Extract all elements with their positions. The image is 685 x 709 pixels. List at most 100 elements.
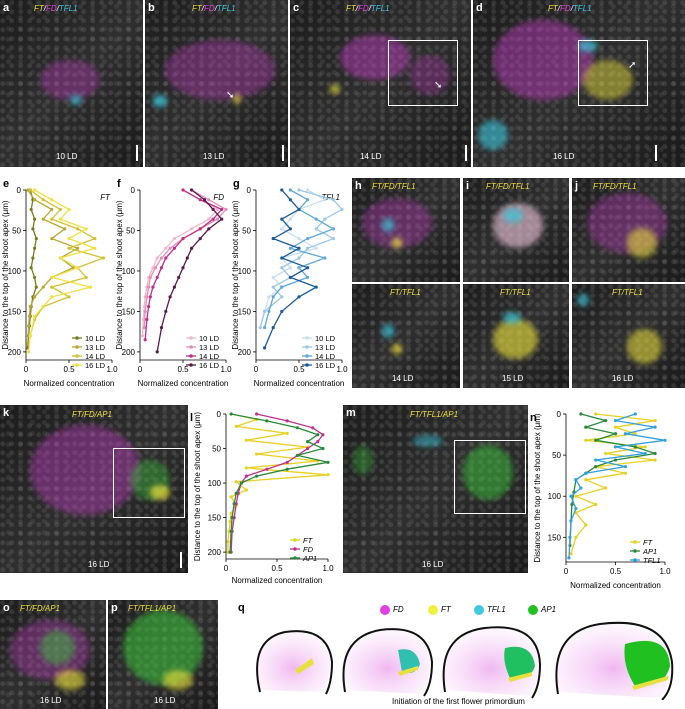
y-axis-label: Distance to the top of the shoot apex (μ…: [193, 412, 202, 561]
data-point: [229, 529, 233, 533]
data-point: [151, 285, 155, 289]
data-point: [295, 453, 299, 458]
y-tick-label: 50: [126, 226, 135, 235]
ld-label-d: 16 LD: [553, 152, 575, 161]
data-point: [306, 446, 310, 451]
x-axis-label: Normalized concentration: [138, 379, 229, 388]
ld-label-j: 16 LD: [612, 374, 634, 383]
data-point: [331, 198, 335, 202]
legend-label: 14 LD: [315, 352, 336, 361]
q-schematic: [256, 621, 674, 700]
legend-label: 14 LD: [85, 352, 106, 361]
micrograph-h-bottom: [352, 284, 460, 388]
data-point: [567, 556, 571, 560]
data-point: [76, 227, 80, 231]
micrograph-p: [108, 600, 218, 709]
series-line-16-ld: [156, 189, 223, 353]
data-point: [29, 207, 33, 212]
data-point: [31, 227, 35, 231]
data-point: [207, 198, 211, 202]
data-point: [265, 419, 269, 423]
data-point: [331, 227, 335, 231]
panel-label-j: j: [575, 180, 579, 192]
series-line-13-ld: [259, 189, 344, 328]
data-point: [267, 309, 271, 314]
data-point: [84, 275, 88, 280]
data-point: [297, 266, 301, 270]
legend-label: FT: [643, 538, 654, 547]
legend-label: 16 LD: [199, 361, 220, 370]
data-point: [143, 309, 147, 314]
title-tfl1: TFL1: [58, 4, 78, 13]
data-point: [280, 256, 284, 260]
data-point: [633, 445, 637, 449]
legend-marker: [633, 558, 637, 562]
data-point: [67, 207, 71, 212]
inset-box-c: [388, 40, 458, 106]
data-point: [613, 445, 618, 449]
data-point: [26, 188, 30, 192]
y-tick-label: 150: [548, 533, 562, 542]
data-point: [653, 418, 657, 423]
arrow-b: ➘: [226, 90, 235, 101]
data-point: [285, 431, 289, 435]
data-point: [181, 188, 185, 192]
data-point: [653, 458, 657, 462]
legend-label: TFL1: [643, 556, 661, 565]
data-point: [323, 198, 327, 202]
title-fd: FD: [358, 4, 369, 13]
data-point: [26, 342, 30, 346]
legend-marker: [305, 336, 309, 340]
x-tick-label: 0.5: [610, 567, 622, 576]
data-point: [143, 338, 147, 342]
data-point: [58, 207, 63, 212]
data-point: [33, 295, 37, 299]
title-ft: FT: [346, 4, 356, 13]
data-point: [67, 295, 71, 299]
micrograph-j-bottom: [572, 284, 685, 388]
data-point: [604, 418, 608, 423]
data-point: [594, 502, 598, 507]
data-point: [50, 217, 54, 221]
data-point: [613, 425, 618, 429]
data-point: [33, 314, 37, 318]
micrograph-i-top: [463, 178, 569, 282]
data-point: [26, 350, 31, 354]
data-point: [584, 478, 588, 482]
data-point: [574, 494, 578, 498]
x-tick-label: 0: [24, 365, 29, 374]
data-point: [568, 535, 572, 539]
x-tick-label: 1.0: [106, 365, 118, 374]
legend-label: AP1: [642, 547, 657, 556]
data-point: [31, 256, 35, 260]
data-point: [207, 227, 211, 231]
data-point: [604, 486, 608, 490]
panel-title-j2: FT/TFL1: [612, 288, 643, 297]
data-point: [177, 275, 181, 280]
x-axis-label: Normalized concentration: [570, 581, 661, 590]
data-point: [297, 256, 301, 260]
ld-label-p: 16 LD: [154, 696, 176, 705]
data-point: [50, 275, 54, 280]
data-point: [229, 511, 233, 516]
data-point: [288, 188, 292, 192]
data-point: [145, 317, 149, 322]
data-point: [663, 438, 667, 442]
series-line-fd: [230, 413, 324, 553]
x-tick-label: 0.5: [63, 365, 75, 374]
data-point: [285, 419, 289, 423]
data-point: [220, 217, 224, 221]
panel-label-i: i: [466, 180, 470, 192]
series-line-ft: [227, 413, 329, 553]
data-point: [41, 198, 45, 202]
data-point: [314, 217, 318, 221]
data-point: [653, 425, 657, 429]
title-ft: FT: [548, 4, 558, 13]
panel-title-o: FT/FD/AP1: [20, 604, 61, 613]
data-point: [190, 246, 194, 250]
panel-title-m: FT/TFL1/AP1: [410, 410, 459, 419]
y-tick-label: 100: [122, 267, 136, 276]
x-tick-label: 1.0: [336, 365, 348, 374]
data-point: [280, 188, 284, 192]
